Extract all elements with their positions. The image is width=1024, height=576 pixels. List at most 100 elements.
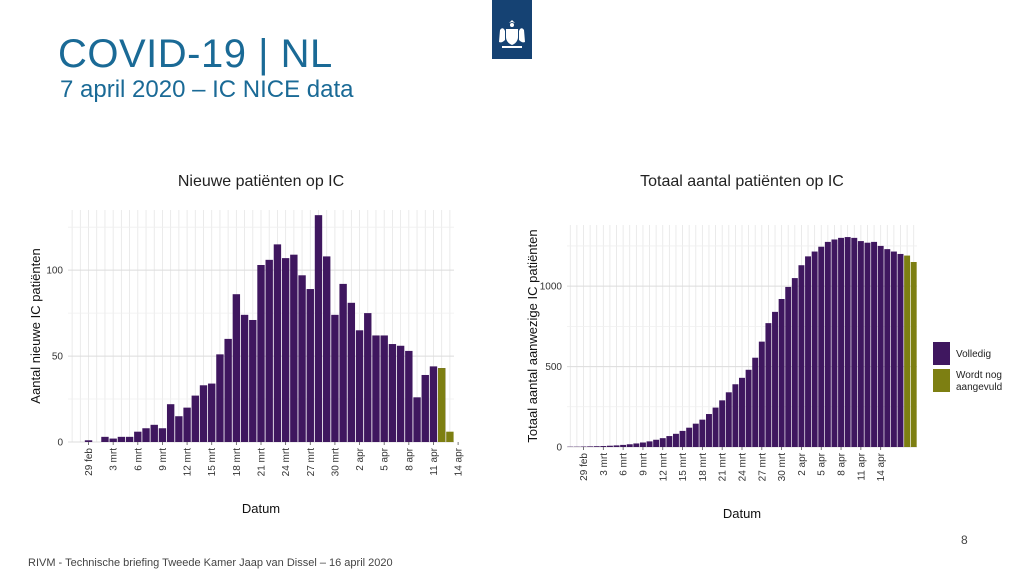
y-tick-label: 50 bbox=[52, 352, 64, 363]
y-tick-label: 0 bbox=[57, 438, 63, 449]
bar-complete bbox=[166, 404, 175, 442]
bar-complete bbox=[857, 241, 864, 447]
bar-complete bbox=[785, 286, 792, 447]
bar-complete bbox=[659, 438, 666, 447]
bar-complete bbox=[765, 323, 772, 447]
bar-complete bbox=[699, 419, 706, 447]
bar-complete bbox=[758, 341, 765, 447]
slide-title: COVID-19 | NL bbox=[58, 32, 333, 76]
bar-complete bbox=[249, 319, 257, 442]
bar-complete bbox=[183, 407, 191, 442]
x-tick-label: 18 mrt bbox=[232, 448, 243, 477]
bar-complete bbox=[838, 237, 845, 447]
bar-complete bbox=[653, 439, 660, 447]
x-tick-label: 3 mrt bbox=[109, 448, 120, 471]
legend-swatch-pending bbox=[933, 369, 950, 392]
bar-complete bbox=[772, 311, 778, 447]
bar-complete bbox=[606, 445, 613, 447]
bar-complete bbox=[208, 383, 216, 442]
x-tick-label: 27 mrt bbox=[306, 448, 317, 477]
x-tick-label: 15 mrt bbox=[678, 453, 689, 482]
bar-complete bbox=[831, 239, 838, 447]
x-tick-label: 24 mrt bbox=[738, 453, 749, 482]
bar-complete bbox=[117, 436, 126, 442]
x-tick-label: 3 mrt bbox=[599, 453, 610, 476]
bar-complete bbox=[84, 440, 93, 442]
bar-complete bbox=[798, 265, 805, 447]
bar-complete bbox=[600, 446, 607, 447]
bar-complete bbox=[877, 245, 884, 447]
bar-complete bbox=[175, 416, 183, 442]
x-tick-label: 21 mrt bbox=[257, 448, 268, 477]
x-tick-label: 15 mrt bbox=[207, 448, 218, 477]
x-axis-label: Datum bbox=[242, 501, 280, 516]
bar-complete bbox=[890, 251, 897, 447]
bar-complete bbox=[666, 436, 673, 447]
bar-complete bbox=[871, 241, 878, 447]
bar-complete bbox=[818, 246, 825, 447]
bar-complete bbox=[805, 256, 812, 447]
bar-complete bbox=[339, 283, 347, 442]
bar-complete bbox=[706, 414, 712, 447]
x-tick-label: 14 apr bbox=[876, 452, 887, 481]
x-tick-label: 8 apr bbox=[404, 447, 415, 470]
bar-complete bbox=[613, 445, 620, 447]
bar-complete bbox=[142, 428, 150, 442]
legend-swatch-complete bbox=[933, 342, 950, 365]
x-tick-label: 30 mrt bbox=[777, 453, 788, 482]
bar-complete bbox=[199, 385, 208, 442]
chart-title: Nieuwe patiënten op IC bbox=[178, 173, 344, 190]
x-tick-label: 21 mrt bbox=[718, 453, 729, 482]
x-tick-label: 29 feb bbox=[579, 453, 590, 481]
bar-complete bbox=[791, 278, 798, 447]
bar-complete bbox=[372, 335, 380, 442]
x-tick-label: 6 mrt bbox=[133, 448, 144, 471]
x-tick-label: 14 apr bbox=[454, 447, 465, 476]
chart-title: Totaal aantal patiënten op IC bbox=[640, 173, 844, 190]
x-tick-label: 9 mrt bbox=[158, 448, 169, 471]
bar-complete bbox=[752, 357, 759, 447]
bar-complete bbox=[633, 443, 640, 447]
y-tick-label: 1000 bbox=[540, 282, 563, 293]
bar-complete bbox=[364, 313, 372, 442]
bar-complete bbox=[884, 249, 891, 447]
bar-complete bbox=[679, 430, 686, 447]
bar-complete bbox=[851, 237, 858, 447]
slide-subtitle: 7 april 2020 – IC NICE data bbox=[60, 76, 354, 103]
y-tick-label: 500 bbox=[545, 362, 562, 373]
bar-complete bbox=[331, 314, 339, 442]
bar-complete bbox=[811, 251, 818, 447]
page-number: 8 bbox=[961, 533, 968, 547]
bar-complete bbox=[101, 436, 109, 442]
total-ic-patients-chart: Totaal aantal patiënten op IC 0 500 1000 29 … bbox=[525, 173, 1002, 521]
legend-label-pending-2: aangevuld bbox=[956, 382, 1002, 393]
y-tick-label: 0 bbox=[556, 443, 562, 454]
x-tick-label: 12 mrt bbox=[658, 453, 669, 482]
bar-complete bbox=[314, 215, 323, 442]
x-tick-label: 8 apr bbox=[837, 452, 848, 475]
x-axis-label: Datum bbox=[723, 506, 761, 521]
bar-complete bbox=[672, 433, 679, 447]
y-axis-label: Totaal aantal aanwezige IC patiënten bbox=[525, 229, 540, 442]
x-tick-label: 29 feb bbox=[84, 448, 95, 476]
y-axis-label: Aantal nieuwe IC patiënten bbox=[28, 248, 43, 403]
bar-complete bbox=[257, 264, 265, 442]
bar-complete bbox=[429, 366, 438, 442]
bar-complete bbox=[778, 299, 785, 447]
bar-complete bbox=[739, 377, 745, 447]
bar-complete bbox=[150, 424, 158, 442]
bar-complete bbox=[281, 258, 290, 442]
bar-complete bbox=[712, 407, 719, 447]
y-tick-label: 100 bbox=[46, 266, 63, 277]
x-tick-label: 5 apr bbox=[817, 452, 828, 475]
bar-complete bbox=[864, 242, 871, 447]
bar-complete bbox=[347, 302, 356, 442]
bar-complete bbox=[396, 345, 405, 442]
bar-complete bbox=[380, 335, 388, 442]
bar-complete bbox=[587, 446, 594, 447]
bar-complete bbox=[745, 369, 752, 447]
x-tick-label: 30 mrt bbox=[330, 448, 341, 477]
x-tick-label: 18 mrt bbox=[698, 453, 709, 482]
new-ic-patients-chart: Nieuwe patiënten op IC 0 50 100 29 feb 3 mrt 6… bbox=[28, 173, 465, 516]
x-tick-label: 11 apr bbox=[856, 452, 867, 480]
